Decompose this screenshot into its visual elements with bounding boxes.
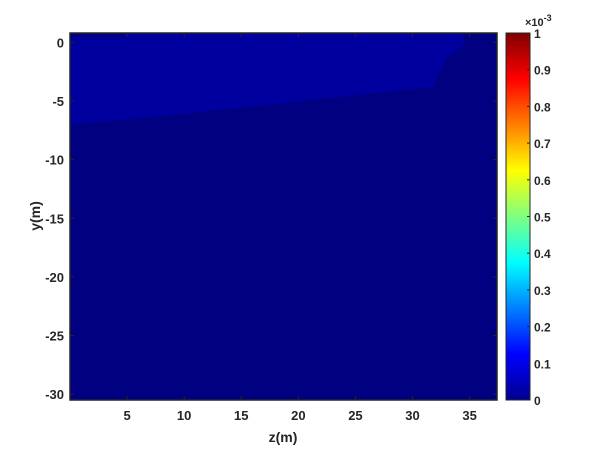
colorbar-tick-label: 0.8 (534, 100, 551, 114)
colorbar-tick-label: 0.3 (534, 284, 551, 298)
colorbar-tick-label: 0.6 (534, 174, 551, 188)
colorbar-tick-label: 0.5 (534, 211, 551, 225)
heatmap-region (70, 33, 464, 125)
colorbar-tick-label: 0.7 (534, 137, 551, 151)
x-tick-label: 20 (291, 408, 305, 423)
colorbar-exponent: ×10-3 (525, 13, 552, 29)
x-axis-label: z(m) (269, 429, 298, 445)
y-tick-label: -25 (45, 329, 64, 344)
x-tick-label: 15 (234, 408, 248, 423)
axis-ticks: 5 10 15 20 25 30 35 0 -5 -10 -15 -20 -25 -30 (45, 33, 497, 423)
y-tick-label: -5 (52, 94, 64, 109)
colorbar-tick-label: 0.9 (534, 64, 551, 78)
y-tick-label: -30 (45, 387, 64, 402)
colorbar: 0 0.1 0.2 0.3 0.4 0.5 0.6 0.7 0.8 0.9 1 (505, 27, 551, 408)
x-tick-label: 30 (405, 408, 419, 423)
x-tick-label: 35 (462, 408, 476, 423)
colorbar-tick-label: 0.2 (534, 321, 551, 335)
colorbar-gradient (505, 32, 531, 401)
colorbar-tick-label: 0.4 (534, 247, 551, 261)
heatmap-region (70, 33, 124, 38)
colorbar-tick-label: 0.1 (534, 357, 551, 371)
y-tick-label: -20 (45, 270, 64, 285)
colorbar-tick-label: 1 (534, 27, 541, 41)
plot-area (69, 32, 498, 401)
y-tick-label: -15 (45, 211, 64, 226)
plot-frame (69, 32, 498, 401)
y-tick-label: -10 (45, 153, 64, 168)
x-tick-label: 5 (123, 408, 130, 423)
x-tick-label: 25 (348, 408, 362, 423)
y-axis-label: y(m) (27, 201, 43, 231)
y-tick-label: 0 (57, 35, 64, 50)
colorbar-tick-label: 0 (534, 394, 541, 408)
x-tick-label: 10 (177, 408, 191, 423)
